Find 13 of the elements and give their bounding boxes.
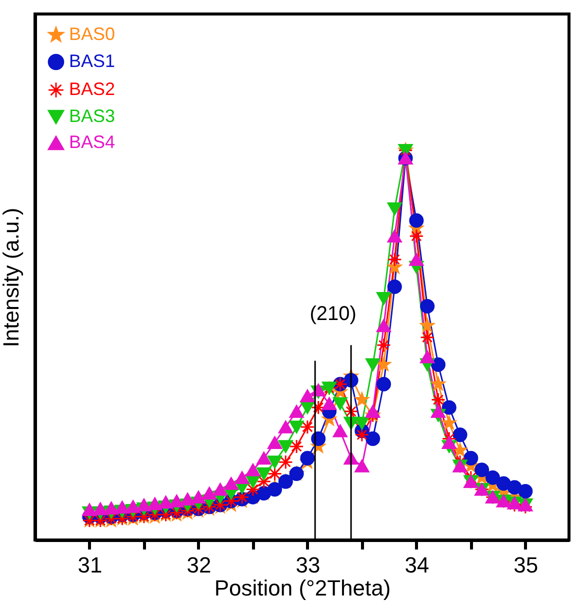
legend-label: BAS1 [69,51,116,71]
x-tick-label: 33 [296,552,320,578]
x-tick-label: 32 [186,552,212,578]
x-tick-label: 34 [404,552,430,578]
annotation: (210) [310,303,356,326]
legend-label: BAS0 [69,24,116,44]
legend-label: BAS2 [69,79,116,99]
legend-label: BAS3 [69,106,116,126]
x-axis-title: Position (°2Theta) [214,576,391,600]
legend-label: BAS4 [69,132,116,152]
x-tick-label: 31 [78,552,102,578]
x-tick-label: 35 [514,552,538,578]
y-axis-title: Intensity (a.u.) [0,208,24,348]
